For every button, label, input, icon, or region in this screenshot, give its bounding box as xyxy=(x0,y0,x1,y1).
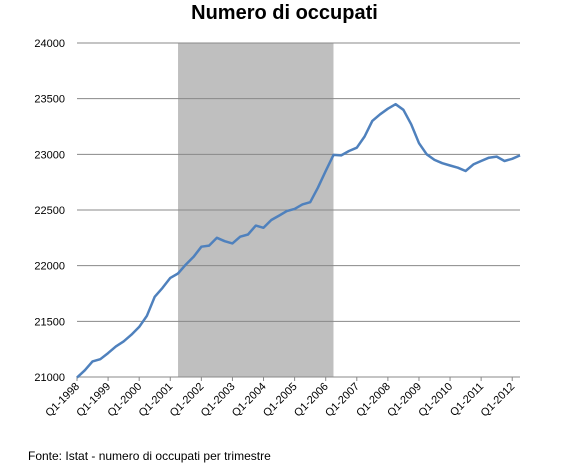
x-tick-label: Q1-2012 xyxy=(479,381,518,420)
y-tick-label: 22000 xyxy=(34,261,65,273)
series-line xyxy=(76,102,521,379)
chart-title: Numero di occupati xyxy=(191,2,378,24)
source-note: Fonte: Istat - numero di occupati per tr… xyxy=(28,449,271,463)
y-tick-label: 23500 xyxy=(34,94,65,106)
y-tick-label: 21500 xyxy=(34,316,65,328)
y-tick-label: 24000 xyxy=(34,38,65,50)
y-tick-label: 22500 xyxy=(34,205,65,217)
y-tick-label: 23000 xyxy=(34,149,65,161)
x-tick-label: Q1-2010 xyxy=(416,381,455,420)
x-axis: Q1-1998Q1-1999Q1-2000Q1-2001Q1-2002Q1-20… xyxy=(43,376,520,420)
y-tick-label: 21000 xyxy=(34,372,65,384)
y-axis: 21000 21500 22000 22500 23000 23500 24000 xyxy=(34,38,65,384)
